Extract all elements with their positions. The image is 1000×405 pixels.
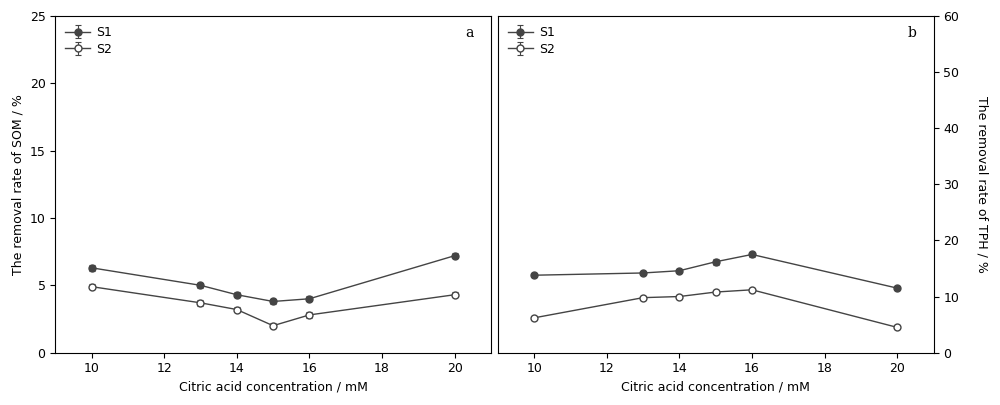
Y-axis label: The removal rate of TPH / %: The removal rate of TPH / % xyxy=(976,96,989,273)
X-axis label: Citric acid concentration / mM: Citric acid concentration / mM xyxy=(179,381,368,394)
Legend: S1, S2: S1, S2 xyxy=(504,22,559,60)
Y-axis label: The removal rate of SOM / %: The removal rate of SOM / % xyxy=(11,94,24,275)
Text: b: b xyxy=(907,26,916,40)
X-axis label: Citric acid concentration / mM: Citric acid concentration / mM xyxy=(621,381,810,394)
Text: a: a xyxy=(465,26,473,40)
Legend: S1, S2: S1, S2 xyxy=(62,22,116,60)
